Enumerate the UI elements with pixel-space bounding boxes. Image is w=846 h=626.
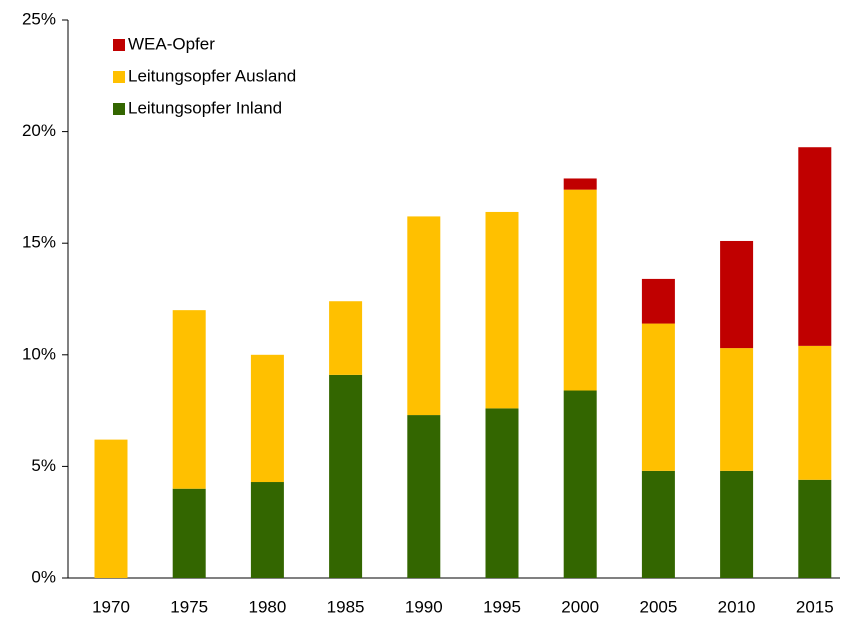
x-tick-label: 2010 [718,597,756,616]
bar-segment [641,470,675,578]
y-tick-label: 0% [31,567,56,586]
bar-segment [407,216,441,416]
bar-segment [94,439,128,578]
bar-segment [798,345,832,480]
x-tick-label: 2015 [796,597,834,616]
x-tick-label: 1990 [405,597,443,616]
y-tick-label: 10% [22,344,56,363]
bar-segment [720,470,754,578]
y-tick-label: 5% [31,456,56,475]
bar-segment [485,408,519,578]
legend-label: Leitungsopfer Ausland [128,66,296,85]
y-tick-label: 15% [22,233,56,252]
y-tick-label: 20% [22,121,56,140]
x-tick-label: 1995 [483,597,521,616]
bar-segment [172,310,206,489]
bar-segment [563,390,597,578]
legend-label: WEA-Opfer [128,34,215,53]
bar-segment [329,374,363,578]
legend-swatch [113,39,125,51]
x-tick-label: 2005 [639,597,677,616]
y-tick-label: 25% [22,9,56,28]
bar-segment [250,482,284,578]
x-tick-label: 2000 [561,597,599,616]
bar-segment [407,415,441,578]
bar-segment [720,240,754,349]
x-tick-label: 1970 [92,597,130,616]
x-tick-label: 1985 [327,597,365,616]
bar-segment [485,211,519,409]
bar-segment [329,301,363,375]
legend-label: Leitungsopfer Inland [128,98,282,117]
bar-segment [641,278,675,324]
bar-segment [720,348,754,471]
bar-segment [563,189,597,391]
bar-segment [641,323,675,471]
bar-segment [250,354,284,483]
bar-segment [798,147,832,346]
bar-segment [172,488,206,578]
legend-swatch [113,71,125,83]
x-tick-label: 1980 [248,597,286,616]
bar-segment [798,479,832,578]
bar-segment [563,178,597,190]
x-tick-label: 1975 [170,597,208,616]
legend-swatch [113,103,125,115]
